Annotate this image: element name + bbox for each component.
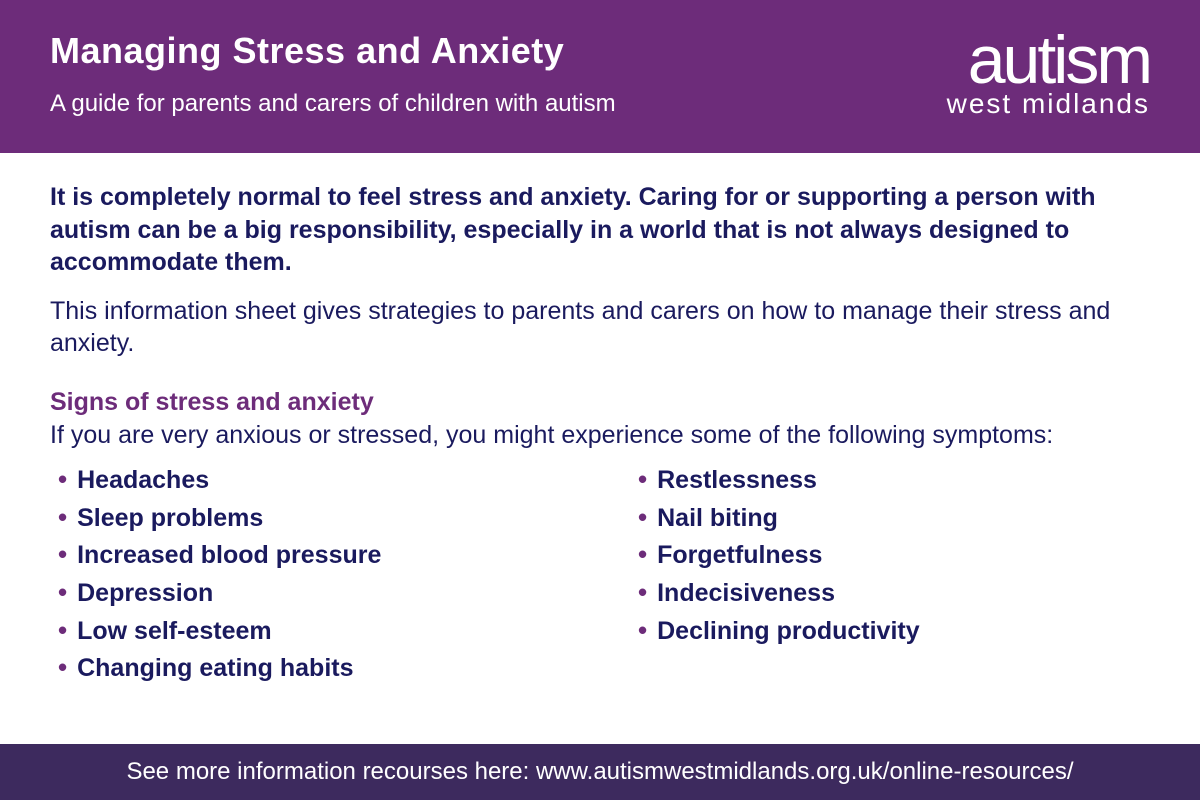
bullet-icon: • <box>638 612 647 650</box>
symptoms-column-right: • Restlessness • Nail biting • Forgetfulnes… <box>630 461 1150 687</box>
symptom-text: Headaches <box>77 462 209 498</box>
symptom-text: Low self-esteem <box>77 613 272 649</box>
page-title: Managing Stress and Anxiety <box>50 30 947 72</box>
list-item: • Headaches <box>50 461 570 499</box>
bullet-icon: • <box>638 574 647 612</box>
section-title: Signs of stress and anxiety <box>50 388 1150 417</box>
list-item: • Low self-esteem <box>50 612 570 650</box>
symptom-text: Forgetfulness <box>657 537 822 573</box>
intro-bold-text: It is completely normal to feel stress a… <box>50 181 1150 279</box>
list-item: • Changing eating habits <box>50 649 570 687</box>
list-item: • Nail biting <box>630 499 1150 537</box>
bullet-icon: • <box>58 499 67 537</box>
symptom-text: Indecisiveness <box>657 575 835 611</box>
symptoms-columns: • Headaches • Sleep problems • Increased bl… <box>50 461 1150 687</box>
list-item: • Indecisiveness <box>630 574 1150 612</box>
symptom-text: Restlessness <box>657 462 817 498</box>
bullet-icon: • <box>58 649 67 687</box>
bullet-icon: • <box>58 612 67 650</box>
symptoms-column-left: • Headaches • Sleep problems • Increased bl… <box>50 461 570 687</box>
symptom-text: Increased blood pressure <box>77 537 381 573</box>
list-item: • Forgetfulness <box>630 536 1150 574</box>
list-item: • Declining productivity <box>630 612 1150 650</box>
bullet-icon: • <box>58 461 67 499</box>
logo-sub-text: west midlands <box>947 92 1150 116</box>
logo: autism west midlands <box>947 32 1150 116</box>
bullet-icon: • <box>58 536 67 574</box>
list-item: • Restlessness <box>630 461 1150 499</box>
symptom-text: Sleep problems <box>77 500 263 536</box>
intro-text: This information sheet gives strategies … <box>50 295 1150 360</box>
bullet-icon: • <box>638 461 647 499</box>
list-item: • Sleep problems <box>50 499 570 537</box>
bullet-icon: • <box>638 499 647 537</box>
symptom-text: Depression <box>77 575 213 611</box>
bullet-icon: • <box>638 536 647 574</box>
footer: See more information recourses here: www… <box>0 744 1200 800</box>
list-item: • Increased blood pressure <box>50 536 570 574</box>
symptom-text: Declining productivity <box>657 613 920 649</box>
list-item: • Depression <box>50 574 570 612</box>
footer-text: See more information recourses here: www… <box>126 758 1073 785</box>
header-text-block: Managing Stress and Anxiety A guide for … <box>50 30 947 118</box>
page-subtitle: A guide for parents and carers of childr… <box>50 90 947 118</box>
header: Managing Stress and Anxiety A guide for … <box>0 0 1200 153</box>
content-area: It is completely normal to feel stress a… <box>0 153 1200 744</box>
symptom-text: Changing eating habits <box>77 650 353 686</box>
symptom-text: Nail biting <box>657 500 778 536</box>
section-intro-text: If you are very anxious or stressed, you… <box>50 419 1150 452</box>
logo-main-text: autism <box>947 32 1150 90</box>
bullet-icon: • <box>58 574 67 612</box>
